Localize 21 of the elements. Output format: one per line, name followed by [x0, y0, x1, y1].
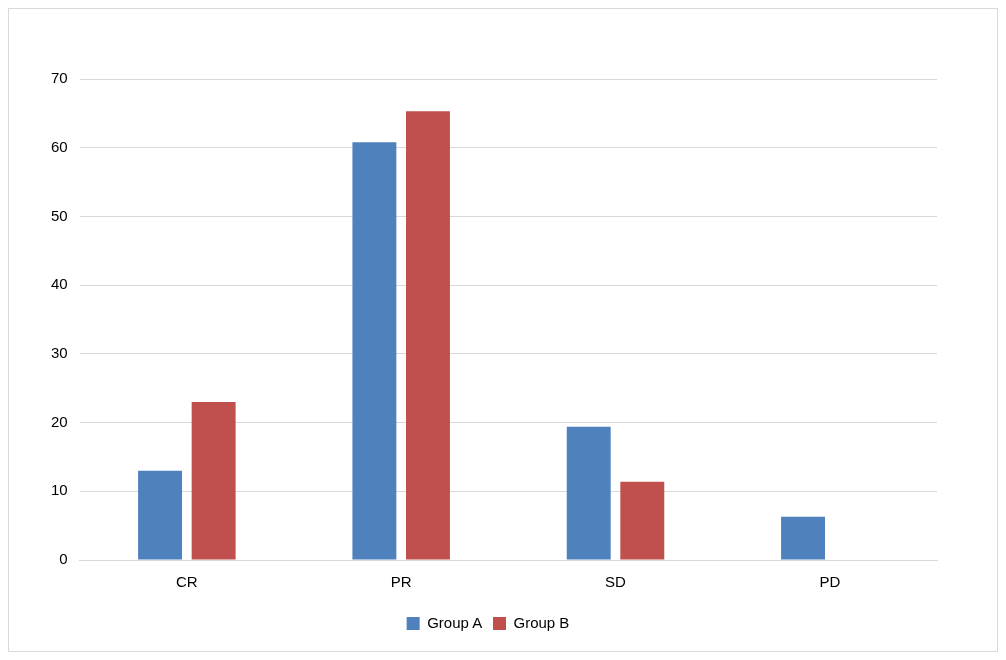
bar [566, 426, 611, 560]
legend-label: Group B [513, 613, 570, 631]
bar [138, 470, 183, 560]
bar [406, 111, 450, 560]
y-tick-label: 30 [51, 344, 68, 361]
y-tick-label: 70 [51, 69, 68, 87]
y-tick-label: 40 [51, 275, 68, 293]
y-tick-label: 50 [51, 206, 68, 224]
bar [352, 142, 397, 560]
bar [191, 401, 236, 560]
x-tick-label: CR [176, 573, 198, 591]
y-tick-label: 20 [51, 412, 68, 430]
y-tick-label: 10 [51, 481, 68, 499]
legend-label: Group A [427, 613, 483, 631]
y-tick-label: 60 [51, 137, 68, 155]
x-tick-label: PR [390, 573, 412, 591]
x-tick-label: SD [605, 573, 627, 591]
bar [781, 516, 826, 560]
x-tick-label: PD [819, 573, 841, 591]
y-tick-label: 0 [59, 550, 68, 568]
bar [620, 481, 665, 560]
